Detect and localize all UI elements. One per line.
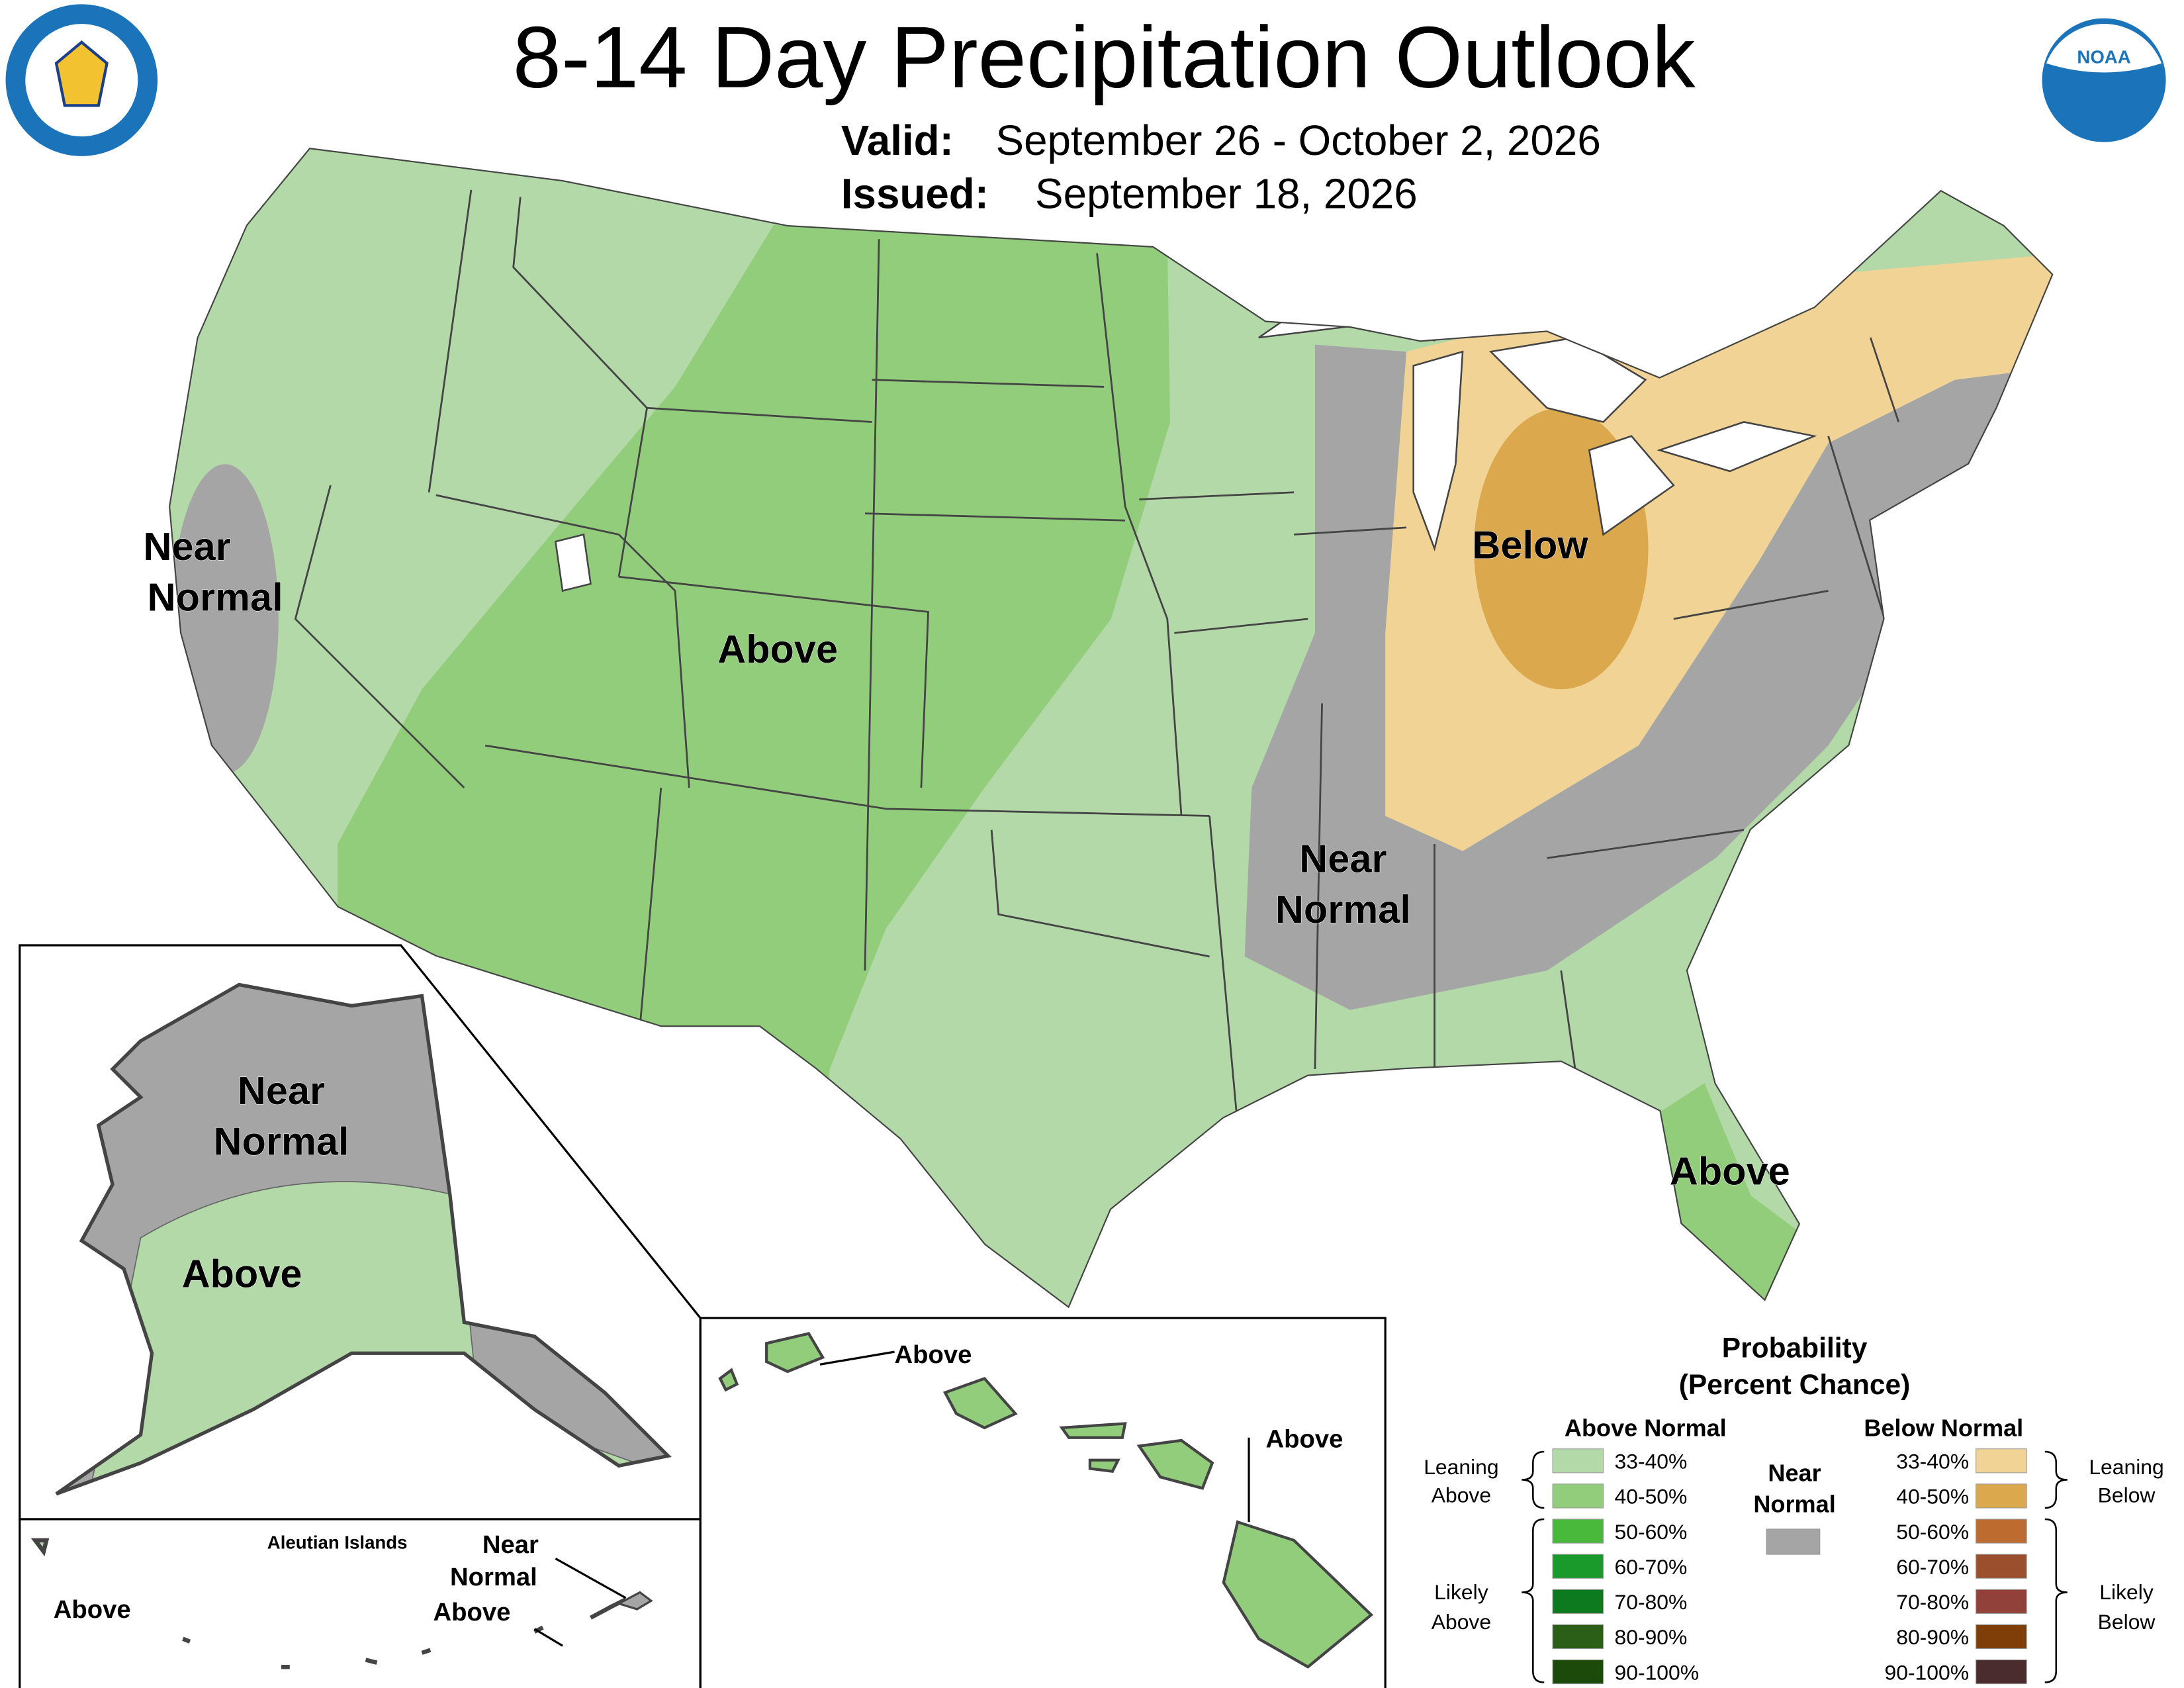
legend-swatch [1552, 1483, 1604, 1509]
legend-heading: Normal [1753, 1490, 1835, 1517]
legend-label: 33-40% [1896, 1450, 1969, 1474]
bracket-label: Below [2098, 1483, 2156, 1507]
hawaii-label: Above [1266, 1425, 1343, 1454]
bracket-label: Below [2098, 1610, 2156, 1634]
aleutians-label: Near Normal [450, 1530, 539, 1591]
legend-label: 90-100% [1615, 1660, 1700, 1684]
legend-swatch [1976, 1589, 2027, 1614]
legend-label: 70-80% [1896, 1590, 1969, 1614]
title: 8-14 Day Precipitation Outlook [513, 9, 1696, 106]
bracket-label: Likely [2099, 1580, 2154, 1604]
legend-heading: Near [1768, 1460, 1821, 1487]
bracket-label: Leaning [1424, 1455, 1498, 1479]
legend-label: 50-60% [1896, 1520, 1969, 1544]
legend-swatch [1976, 1659, 2027, 1685]
legend-swatch [1766, 1528, 1821, 1555]
legend-label: 50-60% [1615, 1520, 1688, 1544]
legend-label: 40-50% [1896, 1485, 1969, 1509]
noaa-logo: NOAA [2042, 18, 2166, 142]
map-label: Above [717, 627, 838, 671]
legend-label: 80-90% [1615, 1625, 1688, 1649]
aleutians-label: Above [433, 1598, 511, 1626]
valid-label: Valid: [841, 117, 954, 164]
legend-label: 90-100% [1885, 1660, 1970, 1684]
legend-swatch [1976, 1519, 2027, 1544]
legend-label: 60-70% [1615, 1555, 1688, 1579]
commerce-seal [5, 4, 158, 156]
legend-label: 70-80% [1615, 1590, 1688, 1614]
legend: Probability (Percent Chance) Above Norma… [1424, 1333, 2164, 1685]
map-label: Above [1670, 1149, 1790, 1193]
valid-value: September 26 - October 2, 2026 [996, 117, 1601, 164]
bracket-label: Above [1432, 1610, 1491, 1634]
aleutians-label: Above [54, 1595, 131, 1624]
issued-label: Issued: [841, 170, 989, 218]
legend-swatch [1976, 1554, 2027, 1579]
legend-label: 60-70% [1896, 1555, 1969, 1579]
bracket-label: Above [1432, 1483, 1491, 1507]
legend-title: (Percent Chance) [1679, 1370, 1911, 1401]
map-label: Below [1472, 523, 1588, 567]
legend-swatch [1552, 1624, 1604, 1650]
legend-swatch [1976, 1483, 2027, 1509]
conus-map [169, 148, 2054, 1309]
alaska-label: Near Normal [214, 1068, 349, 1164]
legend-swatch [1552, 1519, 1604, 1544]
legend-title: Probability [1722, 1333, 1868, 1364]
legend-swatch [1552, 1659, 1604, 1685]
legend-label: 40-50% [1615, 1485, 1688, 1509]
map-label: Near Normal [144, 524, 283, 620]
hawaii-map [718, 1332, 1374, 1669]
legend-heading: Above Normal [1565, 1415, 1727, 1442]
legend-swatch [1552, 1448, 1604, 1474]
logo-text: NOAA [2077, 47, 2130, 68]
alaska-label: Above [182, 1251, 302, 1295]
issued-value: September 18, 2026 [1035, 170, 1418, 218]
hawaii-label: Above [895, 1340, 972, 1369]
legend-swatch [1552, 1554, 1604, 1579]
map-label: Near Normal [1275, 837, 1411, 932]
bracket-label: Leaning [2089, 1455, 2163, 1479]
legend-swatch [1976, 1624, 2027, 1650]
bracket-label: Likely [1434, 1580, 1488, 1604]
legend-heading: Below Normal [1864, 1415, 2023, 1442]
legend-label: 33-40% [1615, 1450, 1688, 1474]
legend-swatch [1552, 1589, 1604, 1614]
aleutians-title: Aleutian Islands [267, 1532, 408, 1553]
legend-swatch [1976, 1448, 2027, 1474]
legend-label: 80-90% [1896, 1625, 1969, 1649]
